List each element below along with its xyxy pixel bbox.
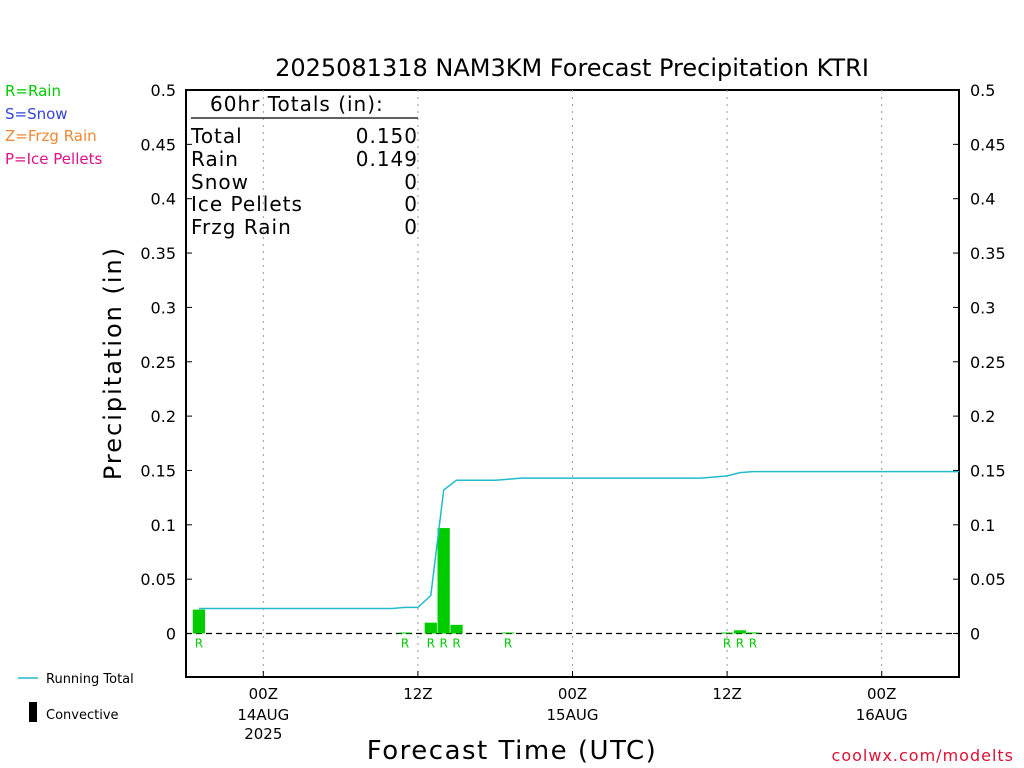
precip-bar (720, 632, 734, 634)
x-tick-label: 00Z (558, 685, 587, 703)
y-tick-label-left: 0.3 (151, 298, 176, 317)
y-tick-label-left: 0.25 (140, 353, 176, 372)
precip-type-label: R (749, 637, 757, 651)
legend-ice-pellets: P=Ice Pellets (5, 150, 102, 168)
totals-box: 60hr Totals (in): Total 0.150 Rain 0.149… (190, 92, 418, 239)
precip-type-label: R (195, 637, 203, 651)
precip-type-label: R (439, 637, 447, 651)
precip-type-label: R (401, 637, 409, 651)
y-tick-label-left: 0.15 (140, 461, 176, 480)
credit-text: coolwx.com/modelts (832, 746, 1014, 765)
totals-rain-label: Rain (191, 147, 239, 171)
precip-type-label: R (427, 637, 435, 651)
x-tick-date-label: 14AUG (237, 706, 289, 724)
y-tick-label-left: 0.05 (140, 570, 176, 589)
x-tick-date-label: 16AUG (856, 706, 908, 724)
convective-legend-label: Convective (46, 708, 119, 723)
x-tick-date-label: 15AUG (547, 706, 599, 724)
y-tick-label-left: 0.1 (151, 516, 176, 535)
x-tick-label: 12Z (403, 685, 432, 703)
y-tick-label-right: 0.4 (970, 190, 995, 209)
totals-frzg-rain-label: Frzg Rain (191, 215, 292, 239)
x-tick-label: 00Z (249, 685, 278, 703)
legend-frzg-rain: Z=Frzg Rain (5, 127, 97, 145)
y-tick-label-left: 0.45 (140, 135, 176, 154)
precip-bar (733, 630, 747, 634)
bottom-legend: Running Total Convective (18, 672, 134, 723)
y-tick-label-right: 0 (970, 625, 980, 644)
precip-type-label: R (723, 637, 731, 651)
precip-type-legend: R=Rain S=Snow Z=Frzg Rain P=Ice Pellets (5, 82, 102, 168)
precip-type-label: R (736, 637, 744, 651)
x-tick-label: 00Z (867, 685, 896, 703)
y-tick-label-right: 0.1 (970, 516, 995, 535)
y-tick-label-right: 0.05 (970, 570, 1006, 589)
totals-snow-label: Snow (191, 170, 249, 194)
precip-bar (437, 528, 450, 634)
y-tick-label-left: 0.2 (151, 407, 176, 426)
running-total-legend-label: Running Total (46, 672, 134, 687)
x-tick-year-label: 2025 (244, 725, 282, 743)
precip-bar (501, 632, 515, 634)
convective-legend-swatch (29, 702, 37, 722)
grid-lines (186, 90, 959, 677)
totals-ice-pellets-value: 0 (404, 192, 418, 216)
totals-ice-pellets-label: Ice Pellets (191, 192, 303, 216)
x-tick-label: 12Z (712, 685, 741, 703)
y-tick-label-right: 0.15 (970, 461, 1006, 480)
totals-frzg-rain-value: 0 (404, 215, 418, 239)
precip-bar (424, 622, 437, 634)
totals-total-label: Total (190, 124, 243, 148)
precip-type-label: R (504, 637, 512, 651)
y-tick-label-right: 0.5 (970, 81, 995, 100)
y-tick-label-right: 0.25 (970, 353, 1006, 372)
precip-bar (450, 624, 463, 634)
running-total-line (198, 470, 959, 610)
y-axis-ticks: 0 00.05 0.050.1 0.10.15 0.150.2 0.20.25 0.250.… (140, 81, 1005, 644)
chart-title: 2025081318 NAM3KM Forecast Precipitation… (275, 54, 869, 82)
totals-rain-value: 0.149 (356, 147, 418, 171)
running-total-line-group (198, 470, 959, 610)
y-tick-label-right: 0.45 (970, 135, 1006, 154)
y-tick-label-left: 0.5 (151, 81, 176, 100)
y-tick-label-left: 0.4 (151, 190, 176, 209)
y-axis-label: Precipitation (in) (99, 246, 127, 480)
precip-type-label: R (452, 637, 460, 651)
precip-bar (398, 632, 412, 634)
y-tick-label-right: 0.2 (970, 407, 995, 426)
precip-bar (746, 632, 759, 634)
legend-snow: S=Snow (5, 105, 68, 123)
x-axis-label: Forecast Time (UTC) (367, 736, 658, 766)
totals-total-value: 0.150 (356, 124, 418, 148)
y-tick-label-right: 0.3 (970, 298, 995, 317)
precip-bar (192, 609, 206, 634)
totals-header: 60hr Totals (in): (210, 92, 384, 116)
y-tick-label-left: 0 (166, 625, 176, 644)
totals-snow-value: 0 (404, 170, 418, 194)
legend-rain: R=Rain (5, 82, 61, 100)
y-tick-label-left: 0.35 (140, 244, 176, 263)
y-tick-label-right: 0.35 (970, 244, 1006, 263)
